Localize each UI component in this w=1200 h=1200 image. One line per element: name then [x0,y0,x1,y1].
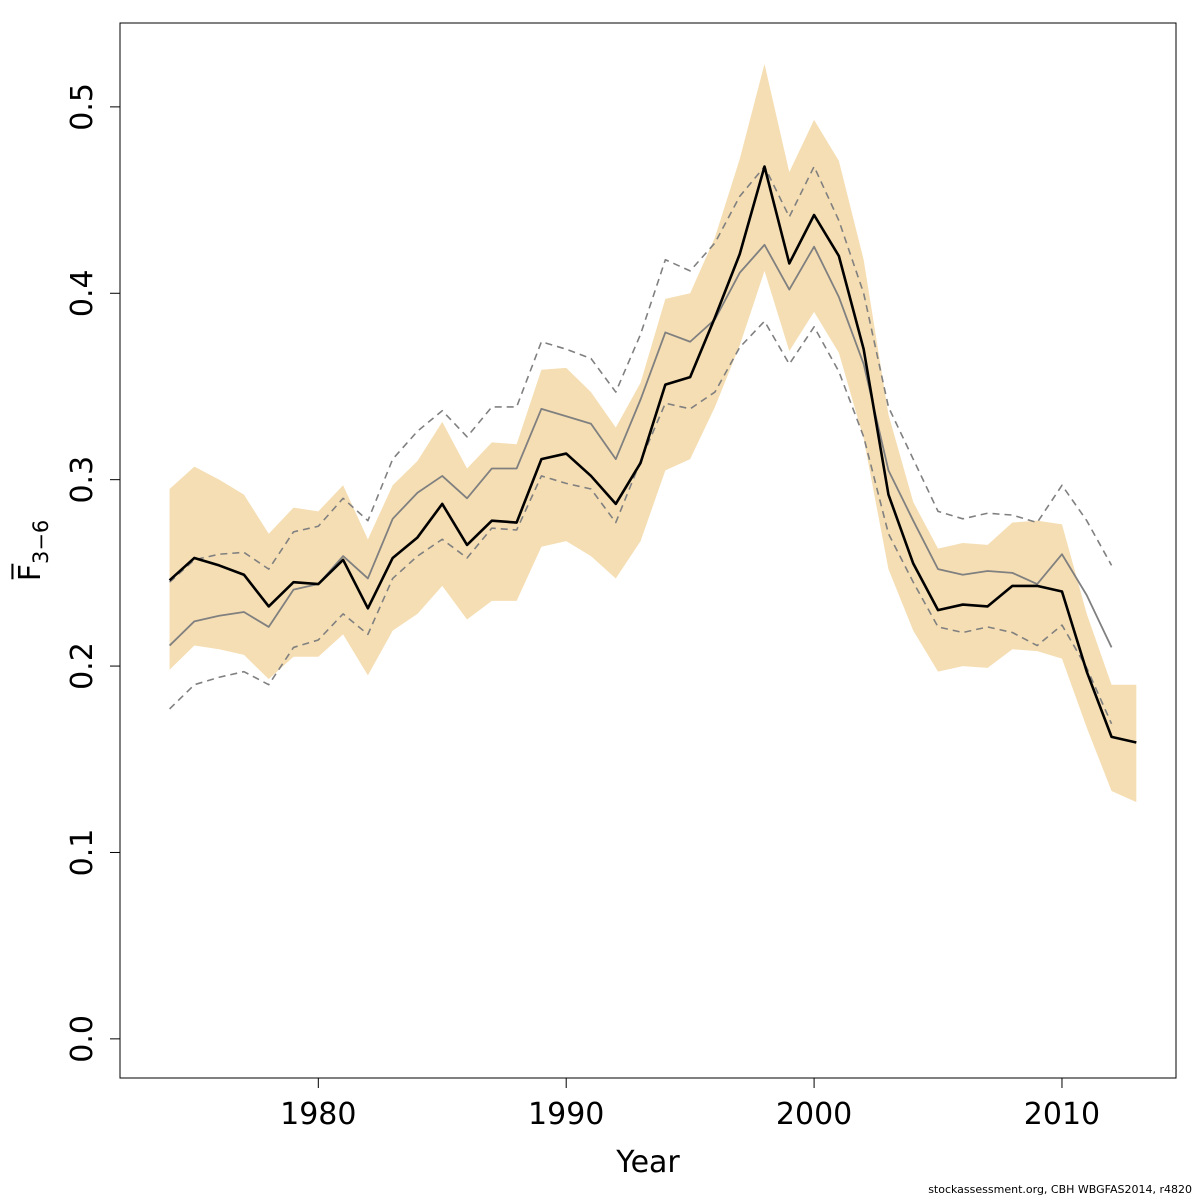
x-axis-title: Year [615,1145,680,1180]
x-tick-label: 2000 [776,1097,852,1132]
y-tick-label: 0.5 [65,83,100,131]
y-tick-label: 0.0 [65,1015,100,1063]
plot-area [168,64,1137,803]
series-line-retro-upper [169,165,1113,583]
y-axis-title-main: F̅ [11,563,48,581]
y-tick-label: 0.2 [65,642,100,690]
axes: 1980 1990 2000 2010 0.0 0.1 0.2 0.3 0.4 0.5 [65,83,1100,1132]
y-axis-title-subscript: 3−6 [29,520,53,564]
y-axis-title: F̅3−6 [11,520,53,582]
y-tick-label: 0.4 [65,269,100,317]
x-tick-label: 1980 [280,1097,356,1132]
footer-credit: stockassessment.org, CBH WBGFAS2014, r48… [928,1183,1192,1196]
x-tick-label: 1990 [528,1097,604,1132]
x-tick-label: 2010 [1024,1097,1100,1132]
series-line-estimate [168,165,1137,744]
y-tick-label: 0.1 [65,829,100,877]
y-tick-label: 0.3 [65,456,100,504]
